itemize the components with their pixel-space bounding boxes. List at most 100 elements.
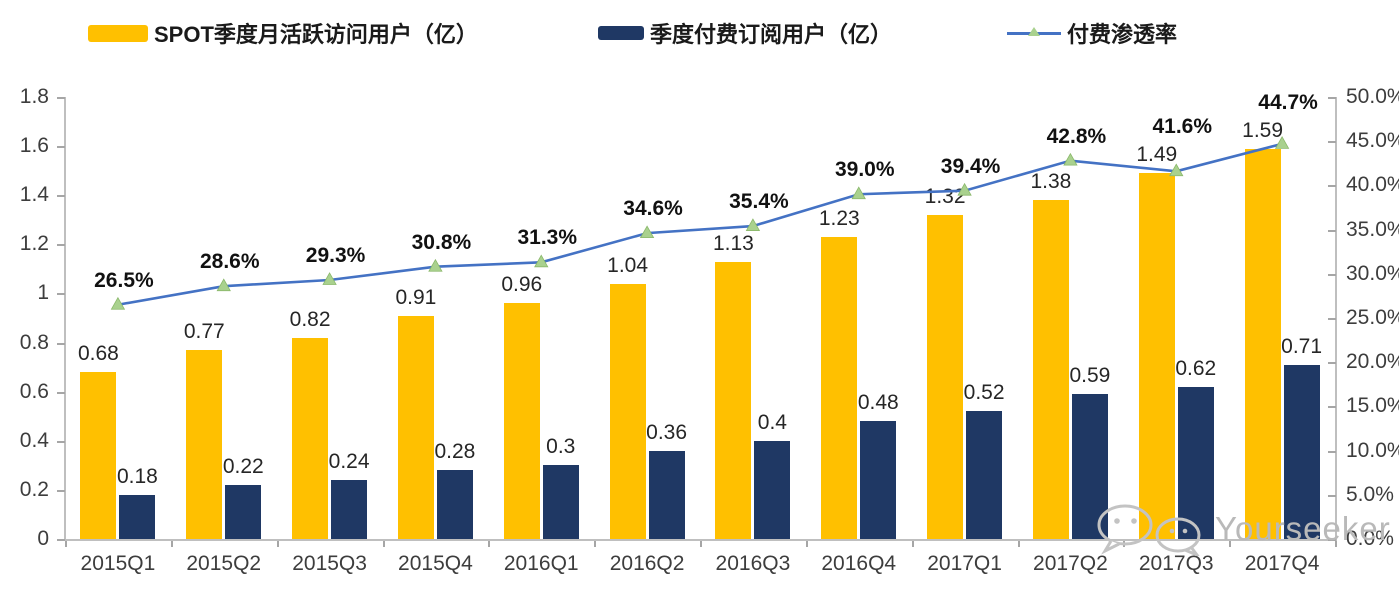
- y-axis-left-label: 0: [37, 527, 49, 550]
- x-axis-label: 2015Q4: [398, 552, 473, 575]
- triangle-marker-icon: [110, 296, 126, 310]
- y-axis-right-label: 45.0%: [1346, 129, 1399, 153]
- bar-subs: [1283, 364, 1320, 539]
- y-axis-right-tick: [1328, 141, 1336, 144]
- y-axis-left-tick: [57, 391, 65, 394]
- bar-subs: [648, 450, 685, 539]
- y-axis-right-label: 20.0%: [1346, 350, 1399, 374]
- bar-subs: [860, 421, 897, 539]
- legend-label-subs: 季度付费订阅用户（亿）: [650, 22, 893, 47]
- y-axis-right-label: 30.0%: [1346, 261, 1399, 285]
- y-axis-left-tick: [57, 146, 65, 149]
- penetration-label: 30.8%: [411, 230, 472, 254]
- x-axis-label: 2016Q3: [715, 552, 791, 575]
- x-axis-label: 2015Q2: [186, 552, 262, 575]
- y-axis-left-tick: [57, 489, 65, 492]
- bar-label-mau: 0.77: [183, 319, 225, 343]
- bar-label-subs: 0.24: [328, 450, 370, 474]
- bar-subs: [331, 480, 368, 539]
- legend-item-penetration: 付费渗透率: [1007, 17, 1177, 49]
- y-axis-right-tick: [1328, 318, 1336, 320]
- y-axis-right-tick: [1328, 362, 1336, 365]
- y-axis-left-label: 0.4: [19, 428, 49, 452]
- x-axis-tick: [382, 541, 385, 547]
- y-axis-right-tick: [1328, 273, 1336, 276]
- x-axis-label: 2016Q4: [821, 552, 897, 575]
- penetration-label: 39.0%: [834, 158, 895, 182]
- watermark: Yourseeker: [1093, 502, 1391, 556]
- y-axis-left-tick: [57, 293, 65, 296]
- y-axis-left-tick: [57, 342, 65, 345]
- bar-mau: [397, 315, 434, 539]
- y-axis-left-label: 0.6: [19, 379, 49, 403]
- watermark-text: Yourseeker: [1215, 510, 1391, 547]
- bar-label-mau: 0.82: [289, 307, 331, 331]
- triangle-marker-icon: [639, 225, 655, 239]
- bar-label-mau: 1.32: [924, 184, 966, 208]
- penetration-label: 34.6%: [623, 197, 683, 221]
- bar-mau: [821, 236, 858, 539]
- penetration-label: 35.4%: [729, 190, 789, 214]
- y-axis-right-label: 5.0%: [1346, 482, 1394, 506]
- bar-label-mau: 1.59: [1242, 118, 1284, 142]
- y-axis-left-tick: [57, 195, 65, 198]
- legend-swatch-mau: [88, 24, 148, 42]
- bar-label-subs: 0.3: [546, 435, 576, 459]
- bar-subs: [436, 470, 473, 539]
- penetration-label: 39.4%: [940, 154, 1001, 178]
- y-axis-right-label: 50.0%: [1346, 85, 1399, 108]
- x-axis-tick: [276, 541, 279, 547]
- penetration-label: 29.3%: [305, 243, 366, 267]
- triangle-marker-icon: [745, 218, 761, 231]
- y-axis-right-label: 40.0%: [1346, 173, 1399, 197]
- bar-subs: [754, 440, 791, 539]
- y-axis-right-tick: [1328, 229, 1336, 232]
- bar-mau: [80, 372, 117, 539]
- x-axis-tick: [170, 541, 173, 547]
- wechat-icon: [1097, 504, 1201, 556]
- y-axis-left-tick: [57, 539, 65, 541]
- triangle-marker-icon: [1028, 27, 1040, 36]
- x-axis-label: 2016Q2: [609, 552, 685, 575]
- y-axis-right-tick: [1328, 406, 1336, 409]
- bar-label-mau: 0.68: [77, 342, 119, 366]
- x-axis-tick: [911, 541, 914, 547]
- triangle-marker-icon: [322, 272, 337, 285]
- penetration-label: 31.3%: [517, 226, 578, 250]
- penetration-label: 26.5%: [94, 268, 154, 292]
- bar-mau: [927, 214, 964, 539]
- bar-label-subs: 0.71: [1281, 334, 1323, 358]
- x-axis-tick: [1335, 541, 1337, 547]
- legend-line-marker: [1007, 25, 1061, 41]
- bar-subs: [1177, 386, 1214, 539]
- y-axis-right-tick: [1328, 494, 1336, 497]
- y-axis-right: [1335, 97, 1337, 540]
- y-axis-left-label: 1: [37, 281, 49, 305]
- bar-label-mau: 0.96: [501, 273, 543, 297]
- x-axis-tick: [488, 541, 491, 547]
- x-axis-label: 2016Q1: [503, 552, 579, 575]
- bar-label-subs: 0.22: [222, 454, 264, 478]
- x-axis-label: 2015Q3: [292, 552, 367, 575]
- y-axis-right-label: 0.0%: [1346, 527, 1394, 550]
- y-axis-right-label: 10.0%: [1346, 438, 1399, 462]
- triangle-marker-icon: [534, 254, 549, 268]
- triangle-marker-icon: [216, 278, 231, 292]
- bar-label-mau: 1.13: [712, 231, 754, 255]
- penetration-label: 42.8%: [1046, 124, 1107, 148]
- y-axis-left: [64, 97, 66, 540]
- x-axis-label: 2017Q3: [1138, 552, 1214, 575]
- y-axis-left-tick: [57, 97, 65, 99]
- triangle-marker-icon: [851, 186, 866, 200]
- y-axis-right-label: 15.0%: [1346, 394, 1399, 418]
- bar-mau: [609, 283, 646, 539]
- y-axis-left-tick: [57, 440, 65, 443]
- x-axis-tick: [700, 541, 702, 547]
- x-axis-tick: [1229, 541, 1232, 547]
- y-axis-left-label: 0.8: [19, 330, 49, 354]
- bar-label-mau: 0.91: [395, 285, 437, 309]
- y-axis-left-tick: [57, 244, 65, 247]
- legend-item-subs: 季度付费订阅用户（亿）: [598, 17, 892, 49]
- legend-label-penetration: 付费渗透率: [1067, 22, 1178, 47]
